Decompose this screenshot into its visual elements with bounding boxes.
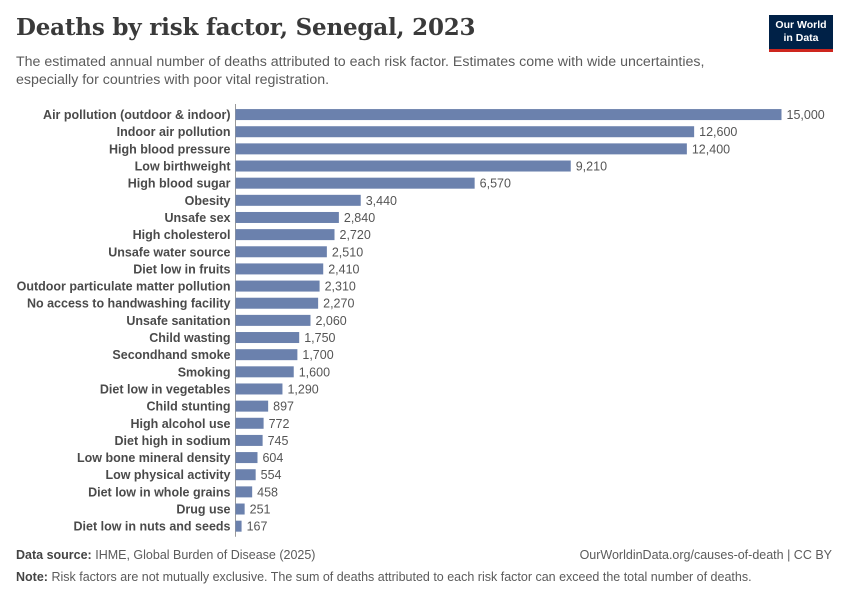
bar[interactable] (235, 297, 319, 309)
category-label: High alcohol use (130, 417, 230, 431)
bar[interactable] (235, 211, 339, 223)
value-label: 1,700 (302, 348, 333, 362)
footnote: Note: Risk factors are not mutually excl… (16, 570, 752, 584)
note-label: Note: (16, 570, 48, 584)
category-label: Obesity (185, 194, 231, 208)
category-label: High blood pressure (109, 142, 231, 156)
category-label: No access to handwashing facility (27, 297, 231, 311)
category-label: Secondhand smoke (112, 348, 230, 362)
bar[interactable] (235, 194, 361, 206)
value-label: 251 (250, 503, 271, 517)
bar[interactable] (235, 434, 263, 446)
category-label: Unsafe sex (164, 211, 230, 225)
category-label: Low physical activity (105, 468, 230, 482)
chart-title: Deaths by risk factor, Senegal, 2023 (16, 14, 476, 41)
bar[interactable] (235, 366, 294, 378)
category-label: High blood sugar (128, 177, 231, 191)
bar[interactable] (235, 486, 253, 498)
logo-line-2: in Data (783, 32, 819, 44)
value-label: 772 (269, 417, 290, 431)
bar[interactable] (235, 314, 311, 326)
value-label: 12,400 (692, 142, 730, 156)
category-label: Diet low in nuts and seeds (74, 520, 231, 534)
category-label: Smoking (178, 365, 231, 379)
value-label: 2,060 (315, 314, 346, 328)
category-label: Diet low in vegetables (100, 382, 231, 396)
value-label: 554 (261, 468, 282, 482)
category-label: Low bone mineral density (77, 451, 231, 465)
data-source: Data source: IHME, Global Burden of Dise… (16, 548, 315, 562)
value-label: 2,840 (344, 211, 375, 225)
category-label: Diet low in fruits (133, 262, 230, 276)
value-label: 604 (262, 451, 283, 465)
category-label: Indoor air pollution (117, 125, 231, 139)
bar[interactable] (235, 177, 475, 189)
bar[interactable] (235, 520, 242, 532)
value-label: 12,600 (699, 125, 737, 139)
logo-line-1: Our World (775, 19, 827, 31)
data-source-label: Data source: (16, 548, 92, 562)
value-label: 745 (268, 434, 289, 448)
value-label: 2,720 (340, 228, 371, 242)
value-label: 2,270 (323, 297, 354, 311)
bar[interactable] (235, 229, 335, 241)
category-label: Unsafe water source (108, 245, 230, 259)
value-label: 6,570 (480, 177, 511, 191)
category-label: Drug use (176, 503, 230, 517)
bar[interactable] (235, 160, 571, 172)
bar[interactable] (235, 349, 298, 361)
value-label: 1,750 (304, 331, 335, 345)
bar[interactable] (235, 400, 269, 412)
value-label: 897 (273, 400, 294, 414)
value-label: 458 (257, 485, 278, 499)
value-label: 9,210 (576, 160, 607, 174)
value-label: 2,410 (328, 262, 359, 276)
category-label: Outdoor particulate matter pollution (17, 280, 231, 294)
chart-subtitle: The estimated annual number of deaths at… (16, 54, 705, 88)
value-label: 3,440 (366, 194, 397, 208)
bar[interactable] (235, 280, 320, 292)
data-source-text[interactable]: IHME, Global Burden of Disease (2025) (95, 548, 316, 562)
bar[interactable] (235, 263, 324, 275)
category-label: High cholesterol (133, 228, 231, 242)
value-label: 2,310 (325, 280, 356, 294)
category-label: Child wasting (149, 331, 230, 345)
value-label: 15,000 (787, 108, 825, 122)
bar[interactable] (235, 417, 264, 429)
bar[interactable] (235, 109, 782, 121)
owid-logo[interactable]: Our World in Data (769, 15, 833, 52)
bar[interactable] (235, 452, 258, 464)
value-label: 1,290 (287, 382, 318, 396)
category-label: Air pollution (outdoor & indoor) (43, 108, 230, 122)
bar[interactable] (235, 332, 300, 344)
bar[interactable] (235, 143, 687, 155)
category-label: Child stunting (146, 400, 230, 414)
category-label: Low birthweight (135, 160, 232, 174)
category-label: Unsafe sanitation (126, 314, 230, 328)
category-label: Diet low in whole grains (88, 485, 230, 499)
value-label: 1,600 (299, 365, 330, 379)
source-link[interactable]: OurWorldinData.org/causes-of-death | CC … (579, 548, 832, 562)
value-label: 167 (247, 520, 268, 534)
bar[interactable] (235, 126, 695, 138)
bar[interactable] (235, 503, 245, 515)
category-label: Diet high in sodium (115, 434, 231, 448)
bar[interactable] (235, 469, 256, 481)
bar[interactable] (235, 246, 327, 258)
note-text: Risk factors are not mutually exclusive.… (51, 570, 752, 584)
value-label: 2,510 (332, 245, 363, 259)
bar[interactable] (235, 383, 283, 395)
